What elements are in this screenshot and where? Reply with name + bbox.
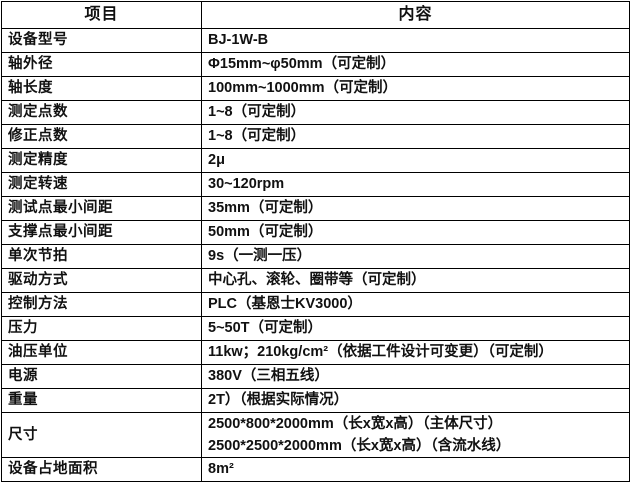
row-label-cycle-time: 单次节拍 (1, 244, 202, 269)
row-label-dimensions: 尺寸 (1, 412, 202, 458)
table-row: 修正点数 1~8（可定制） (1, 124, 630, 149)
row-value-measuring-points: 1~8（可定制） (201, 100, 630, 125)
table-row: 压力 5~50T（可定制） (1, 316, 630, 341)
row-label-min-test-point-spacing: 测试点最小间距 (1, 196, 202, 221)
row-value-min-support-point-spacing: 50mm（可定制） (201, 220, 630, 245)
table-row: 电源 380V（三相五线） (1, 364, 630, 389)
row-label-model: 设备型号 (1, 28, 202, 53)
table-row: 测试点最小间距 35mm（可定制） (1, 196, 630, 221)
row-label-pressure: 压力 (1, 316, 202, 341)
row-label-measuring-speed: 测定转速 (1, 172, 202, 197)
table-row: 控制方法 PLC（基恩士KV3000） (1, 292, 630, 317)
row-value-hydraulic-unit: 11kw；210kg/cm²（依据工件设计可变更）（可定制） (201, 340, 630, 365)
row-label-shaft-outer-diameter: 轴外径 (1, 52, 202, 77)
row-label-measuring-accuracy: 测定精度 (1, 148, 202, 173)
row-label-power-supply: 电源 (1, 364, 202, 389)
table-header-row: 项目 内容 (1, 1, 630, 29)
row-value-shaft-length: 100mm~1000mm（可定制） (201, 76, 630, 101)
table-row: 设备型号 BJ-1W-B (1, 28, 630, 53)
row-value-footprint-area: 8m² (201, 457, 630, 482)
table-row: 测定点数 1~8（可定制） (1, 100, 630, 125)
table-row: 油压单位 11kw；210kg/cm²（依据工件设计可变更）（可定制） (1, 340, 630, 365)
row-value-measuring-accuracy: 2μ (201, 148, 630, 173)
row-value-control-method: PLC（基恩士KV3000） (201, 292, 630, 317)
row-label-footprint-area: 设备占地面积 (1, 457, 202, 482)
row-label-drive-mode: 驱动方式 (1, 268, 202, 293)
row-value-dimensions: 2500*800*2000mm（长x宽x高）（主体尺寸） 2500*2500*2… (201, 412, 630, 458)
row-label-shaft-length: 轴长度 (1, 76, 202, 101)
column-header-item: 项目 (1, 1, 202, 29)
table-row: 支撑点最小间距 50mm（可定制） (1, 220, 630, 245)
table-row: 重量 2T）（根据实际情况） (1, 388, 630, 413)
row-value-model: BJ-1W-B (201, 28, 630, 53)
table-row: 轴外径 Φ15mm~φ50mm（可定制） (1, 52, 630, 77)
row-value-measuring-speed: 30~120rpm (201, 172, 630, 197)
row-label-control-method: 控制方法 (1, 292, 202, 317)
table-row: 测定转速 30~120rpm (1, 172, 630, 197)
row-label-weight: 重量 (1, 388, 202, 413)
row-label-measuring-points: 测定点数 (1, 100, 202, 125)
row-value-min-test-point-spacing: 35mm（可定制） (201, 196, 630, 221)
table-row: 驱动方式 中心孔、滚轮、圈带等（可定制） (1, 268, 630, 293)
row-label-correction-points: 修正点数 (1, 124, 202, 149)
table-row: 单次节拍 9s（一测一压） (1, 244, 630, 269)
dimensions-line-main-body: 2500*800*2000mm（长x宽x高）（主体尺寸） (208, 416, 503, 432)
dimensions-line-with-conveyor: 2500*2500*2000mm（长x宽x高）（含流水线） (208, 438, 511, 454)
row-value-weight: 2T）（根据实际情况） (201, 388, 630, 413)
row-value-cycle-time: 9s（一测一压） (201, 244, 630, 269)
table-header: 项目 内容 (1, 1, 630, 29)
row-value-correction-points: 1~8（可定制） (201, 124, 630, 149)
table-row: 测定精度 2μ (1, 148, 630, 173)
row-label-min-support-point-spacing: 支撑点最小间距 (1, 220, 202, 245)
table-row: 轴长度 100mm~1000mm（可定制） (1, 76, 630, 101)
row-label-hydraulic-unit: 油压单位 (1, 340, 202, 365)
row-value-drive-mode: 中心孔、滚轮、圈带等（可定制） (201, 268, 630, 293)
row-value-shaft-outer-diameter: Φ15mm~φ50mm（可定制） (201, 52, 630, 77)
table-row: 尺寸 2500*800*2000mm（长x宽x高）（主体尺寸） 2500*250… (1, 412, 630, 458)
column-header-content: 内容 (201, 1, 630, 29)
table-row: 设备占地面积 8m² (1, 457, 630, 482)
table-body: 设备型号 BJ-1W-B 轴外径 Φ15mm~φ50mm（可定制） 轴长度 10… (1, 28, 630, 482)
row-value-pressure: 5~50T（可定制） (201, 316, 630, 341)
row-value-power-supply: 380V（三相五线） (201, 364, 630, 389)
specification-table: 项目 内容 设备型号 BJ-1W-B 轴外径 Φ15mm~φ50mm（可定制） … (1, 1, 630, 482)
